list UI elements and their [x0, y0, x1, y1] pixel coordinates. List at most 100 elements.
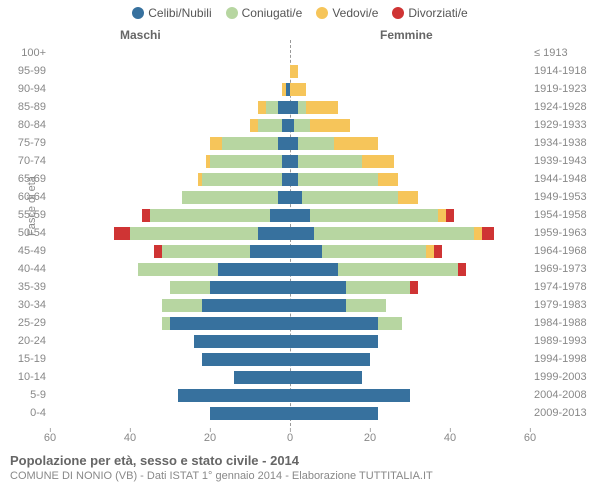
age-label: 95-99 — [6, 65, 46, 77]
birth-year-label: 1979-1983 — [534, 299, 596, 311]
male-bar-segment — [202, 173, 282, 186]
male-bar-segment — [178, 389, 290, 402]
male-bar-segment — [250, 245, 290, 258]
male-bar-segment — [142, 209, 150, 222]
male-bar-segment — [222, 137, 278, 150]
birth-year-label: 1969-1973 — [534, 263, 596, 275]
female-bar-segment — [306, 101, 338, 114]
age-row: 55-591954-1958 — [50, 208, 530, 224]
male-bar-segment — [270, 209, 290, 222]
male-bar-segment — [282, 155, 290, 168]
birth-year-label: 1994-1998 — [534, 353, 596, 365]
x-axis: 6040200204060 — [50, 428, 530, 448]
birth-year-label: 1964-1968 — [534, 245, 596, 257]
female-bar-segment — [458, 263, 466, 276]
female-bar-segment — [290, 173, 298, 186]
female-bar-segment — [446, 209, 454, 222]
x-tick-label: 0 — [287, 432, 293, 444]
male-bar-segment — [130, 227, 258, 240]
male-bar-segment — [258, 119, 282, 132]
legend-swatch — [316, 7, 328, 19]
male-bar-segment — [258, 227, 290, 240]
male-bar-segment — [194, 335, 290, 348]
male-bar-segment — [114, 227, 130, 240]
legend-swatch — [392, 7, 404, 19]
male-bar-segment — [234, 371, 290, 384]
age-row: 20-241989-1993 — [50, 334, 530, 350]
age-row: 100+≤ 1913 — [50, 46, 530, 62]
female-bar-segment — [290, 209, 310, 222]
birth-year-label: 1934-1938 — [534, 137, 596, 149]
legend-label: Vedovi/e — [332, 6, 378, 20]
male-bar-segment — [138, 263, 218, 276]
male-bar-segment — [250, 119, 258, 132]
age-row: 40-441969-1973 — [50, 262, 530, 278]
age-label: 90-94 — [6, 83, 46, 95]
x-tick: 20 — [364, 428, 376, 444]
male-bar-segment — [218, 263, 290, 276]
age-label: 40-44 — [6, 263, 46, 275]
legend-swatch — [226, 7, 238, 19]
legend-item: Vedovi/e — [316, 6, 378, 20]
male-bar-segment — [258, 101, 266, 114]
birth-year-label: 1924-1928 — [534, 101, 596, 113]
female-bar-segment — [314, 227, 474, 240]
male-bar-segment — [282, 173, 290, 186]
female-bar-segment — [290, 317, 378, 330]
female-bar-segment — [346, 299, 386, 312]
chart-container: Celibi/NubiliConiugati/eVedovi/eDivorzia… — [0, 0, 600, 500]
male-bar-segment — [278, 101, 290, 114]
female-bar-segment — [294, 119, 310, 132]
age-label: 55-59 — [6, 209, 46, 221]
age-row: 30-341979-1983 — [50, 298, 530, 314]
birth-year-label: 2004-2008 — [534, 389, 596, 401]
male-bar-segment — [278, 191, 290, 204]
birth-year-label: 1949-1953 — [534, 191, 596, 203]
age-row: 15-191994-1998 — [50, 352, 530, 368]
male-bar-segment — [162, 245, 250, 258]
male-bar-segment — [266, 101, 278, 114]
age-row: 45-491964-1968 — [50, 244, 530, 260]
birth-year-label: 1914-1918 — [534, 65, 596, 77]
x-tick-label: 60 — [524, 432, 536, 444]
male-bar-segment — [210, 281, 290, 294]
female-bar-segment — [410, 281, 418, 294]
male-bar-segment — [282, 119, 290, 132]
age-label: 35-39 — [6, 281, 46, 293]
male-bar-segment — [170, 281, 210, 294]
x-tick: 60 — [44, 428, 56, 444]
legend-label: Celibi/Nubili — [148, 6, 211, 20]
plot-area: 100+≤ 191395-991914-191890-941919-192385… — [50, 46, 530, 426]
age-row: 80-841929-1933 — [50, 118, 530, 134]
female-bar-segment — [362, 155, 394, 168]
age-label: 85-89 — [6, 101, 46, 113]
male-bar-segment — [210, 155, 282, 168]
age-label: 25-29 — [6, 317, 46, 329]
footer-subtitle: COMUNE DI NONIO (VB) - Dati ISTAT 1° gen… — [10, 470, 590, 482]
female-bar-segment — [290, 407, 378, 420]
female-bar-segment — [398, 191, 418, 204]
female-bar-segment — [290, 227, 314, 240]
age-row: 85-891924-1928 — [50, 100, 530, 116]
age-row: 90-941919-1923 — [50, 82, 530, 98]
age-label: 50-54 — [6, 227, 46, 239]
birth-year-label: 1939-1943 — [534, 155, 596, 167]
legend-label: Coniugati/e — [242, 6, 303, 20]
birth-year-label: 1959-1963 — [534, 227, 596, 239]
age-row: 10-141999-2003 — [50, 370, 530, 386]
legend-swatch — [132, 7, 144, 19]
female-bar-segment — [482, 227, 494, 240]
age-label: 60-64 — [6, 191, 46, 203]
male-bar-segment — [202, 353, 290, 366]
male-bar-segment — [150, 209, 270, 222]
male-bar-segment — [202, 299, 290, 312]
female-bar-segment — [438, 209, 446, 222]
female-bar-segment — [434, 245, 442, 258]
x-tick-label: 60 — [44, 432, 56, 444]
age-label: 15-19 — [6, 353, 46, 365]
female-bar-segment — [338, 263, 458, 276]
male-bar-segment — [162, 299, 202, 312]
female-bar-segment — [290, 155, 298, 168]
female-bar-segment — [346, 281, 410, 294]
footer-title: Popolazione per età, sesso e stato civil… — [10, 453, 590, 468]
